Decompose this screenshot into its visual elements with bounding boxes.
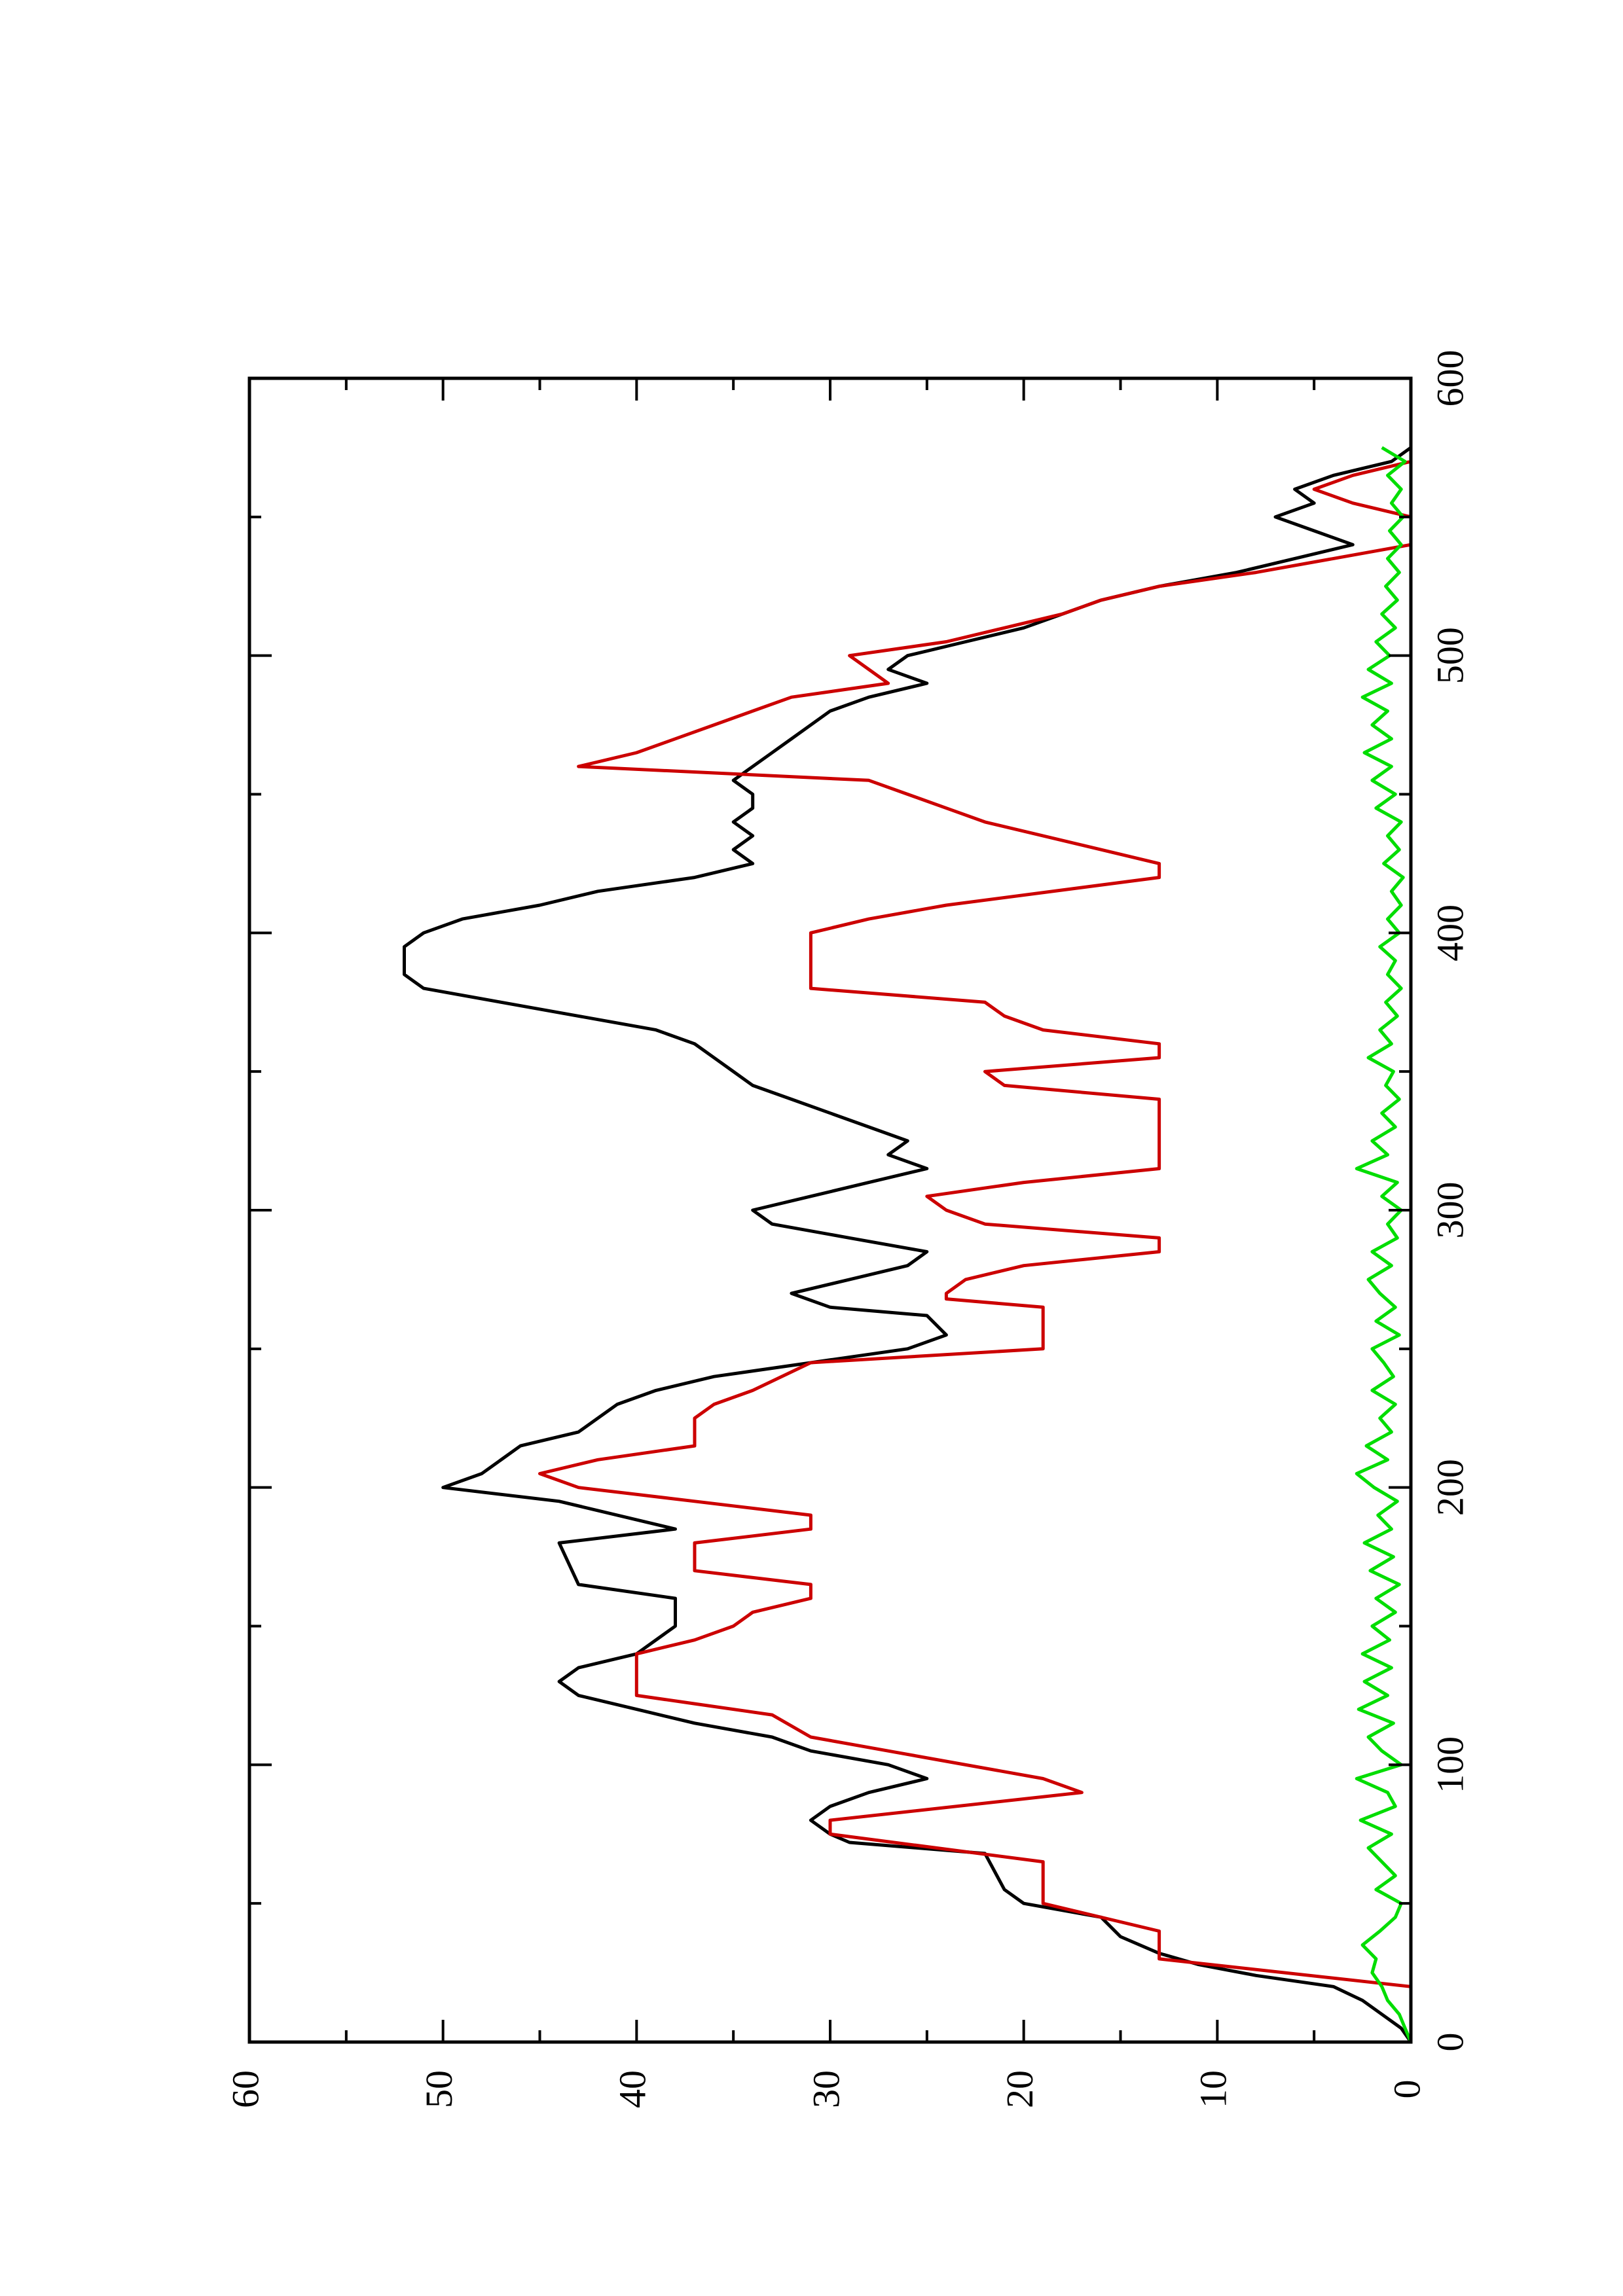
x-tick-label: 500 [1429,627,1471,684]
series-layer [403,446,1413,2043]
x-tick-label: 600 [1429,350,1471,407]
x-tick-label: 200 [1429,1459,1471,1516]
x-tick-label: 300 [1429,1182,1471,1239]
series-line-1 [403,446,1413,2043]
series-line-2 [538,447,1413,2042]
series-line-3 [1355,446,1413,2043]
x-tick-label: 400 [1429,905,1471,961]
plot-frame [247,376,1413,2044]
y-tick-label: 10 [1192,2070,1235,2108]
tick-labels-layer: 0 100 200 300 400 500 600 0 10 20 30 40 50 60 [224,350,1471,2109]
y-tick-label: 0 [1385,2080,1428,2099]
y-tick-label: 30 [805,2070,847,2108]
y-tick-label: 20 [998,2070,1041,2108]
x-tick-label: 0 [1429,2033,1471,2052]
x-tick-label: 100 [1429,1736,1471,1793]
y-tick-label: 40 [611,2070,654,2108]
y-tick-label: 50 [418,2070,460,2108]
y-tick-label: 60 [224,2070,266,2108]
